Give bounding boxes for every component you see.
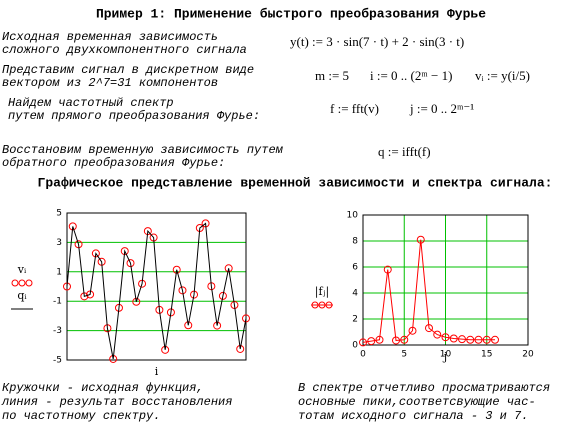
y-tick-label: 4	[352, 289, 358, 299]
data-point	[367, 337, 376, 346]
data-point	[482, 335, 491, 344]
data-point	[458, 335, 466, 344]
x-tick-label: 5	[401, 350, 407, 360]
data-point	[466, 335, 475, 344]
description: Исходная временная зависимость	[2, 30, 218, 44]
series-line	[66, 222, 247, 360]
legend-label: vᵢ	[17, 263, 27, 276]
data-point	[425, 324, 433, 333]
description: Восстановим временную зависимость путем	[2, 143, 284, 157]
y-tick-label: 10	[347, 211, 359, 221]
legend-marker	[325, 301, 333, 309]
y-tick-label: 6	[352, 263, 358, 273]
formula: q := ifft(f)	[378, 144, 431, 159]
caption: Кружочки - исходная функция,	[2, 381, 204, 395]
legend-marker	[318, 301, 326, 309]
formula: j := 0 .. 2ᵐ⁻¹	[409, 101, 474, 116]
legend-marker	[11, 279, 19, 287]
formula: y(t) := 3 · sin(7 · t) + 2 · sin(3 · t)	[290, 34, 464, 49]
description: Представим сигнал в дискретном виде	[2, 63, 254, 77]
data-point	[441, 333, 450, 342]
x-axis-label: i	[155, 365, 159, 378]
data-point	[184, 321, 193, 330]
title: Пример 1: Применение быстрого преобразов…	[96, 6, 486, 21]
y-tick-label: -1	[53, 297, 62, 307]
section-heading: Графическое представление временной зави…	[38, 175, 553, 190]
description: сложного двухкомпонентного сигнала	[2, 43, 247, 57]
y-tick-label: -3	[53, 326, 62, 336]
data-point	[375, 335, 384, 344]
legend-marker	[311, 301, 319, 309]
data-point	[392, 336, 400, 345]
caption: линия - результат восстановления	[1, 395, 232, 409]
caption: В спектре отчетливо просматриваются	[298, 381, 550, 395]
y-tick-label: 0	[352, 341, 358, 351]
data-point	[126, 259, 135, 268]
caption: по частотному спектру.	[2, 409, 160, 423]
data-point	[178, 286, 187, 295]
data-point	[213, 321, 222, 330]
legend-label: |fⱼ|	[315, 285, 329, 299]
description: обратного преобразования Фурье:	[2, 156, 225, 170]
formula: vᵢ := y(i/5)	[475, 68, 530, 83]
series-line	[362, 239, 495, 343]
data-point	[400, 335, 409, 344]
data-point	[408, 326, 417, 335]
x-tick-label: 0	[360, 350, 366, 360]
y-tick-label: 2	[352, 315, 358, 325]
description: вектором из 2^7=31 компонентов	[2, 76, 218, 90]
y-tick-label: -5	[53, 356, 62, 366]
data-point	[242, 314, 250, 323]
data-point	[224, 264, 233, 273]
y-tick-label: 5	[56, 209, 62, 219]
data-point	[161, 345, 170, 354]
y-tick-label: 8	[352, 237, 358, 247]
caption: тотам исходного сигнала - 3 и 7.	[298, 409, 528, 423]
description: путем прямого преобразования Фурье:	[8, 109, 260, 123]
data-point	[132, 297, 141, 306]
formula: m := 5	[315, 68, 349, 83]
legend-marker	[25, 279, 33, 287]
data-point	[218, 291, 227, 300]
data-point	[491, 335, 499, 344]
caption: основные пики,соответсвующие час-	[298, 395, 536, 409]
legend-marker	[18, 279, 26, 287]
plot-frame	[362, 214, 529, 346]
data-point	[433, 330, 442, 339]
x-tick-label: 10	[440, 350, 452, 360]
formula: i := 0 .. (2ᵐ − 1)	[370, 68, 452, 83]
y-tick-label: 1	[56, 267, 62, 277]
legend-label: qᵢ	[17, 289, 27, 302]
x-tick-label: 20	[522, 350, 534, 360]
data-point	[359, 338, 367, 347]
x-axis-label: j	[442, 350, 447, 363]
data-point	[416, 235, 425, 244]
data-point	[449, 334, 458, 343]
y-tick-label: 3	[56, 238, 62, 248]
x-tick-label: 15	[481, 350, 492, 360]
data-point	[383, 265, 392, 274]
description: Найдем частотный спектр	[8, 96, 174, 110]
formula: f := fft(v)	[330, 101, 379, 116]
data-point	[474, 335, 483, 344]
